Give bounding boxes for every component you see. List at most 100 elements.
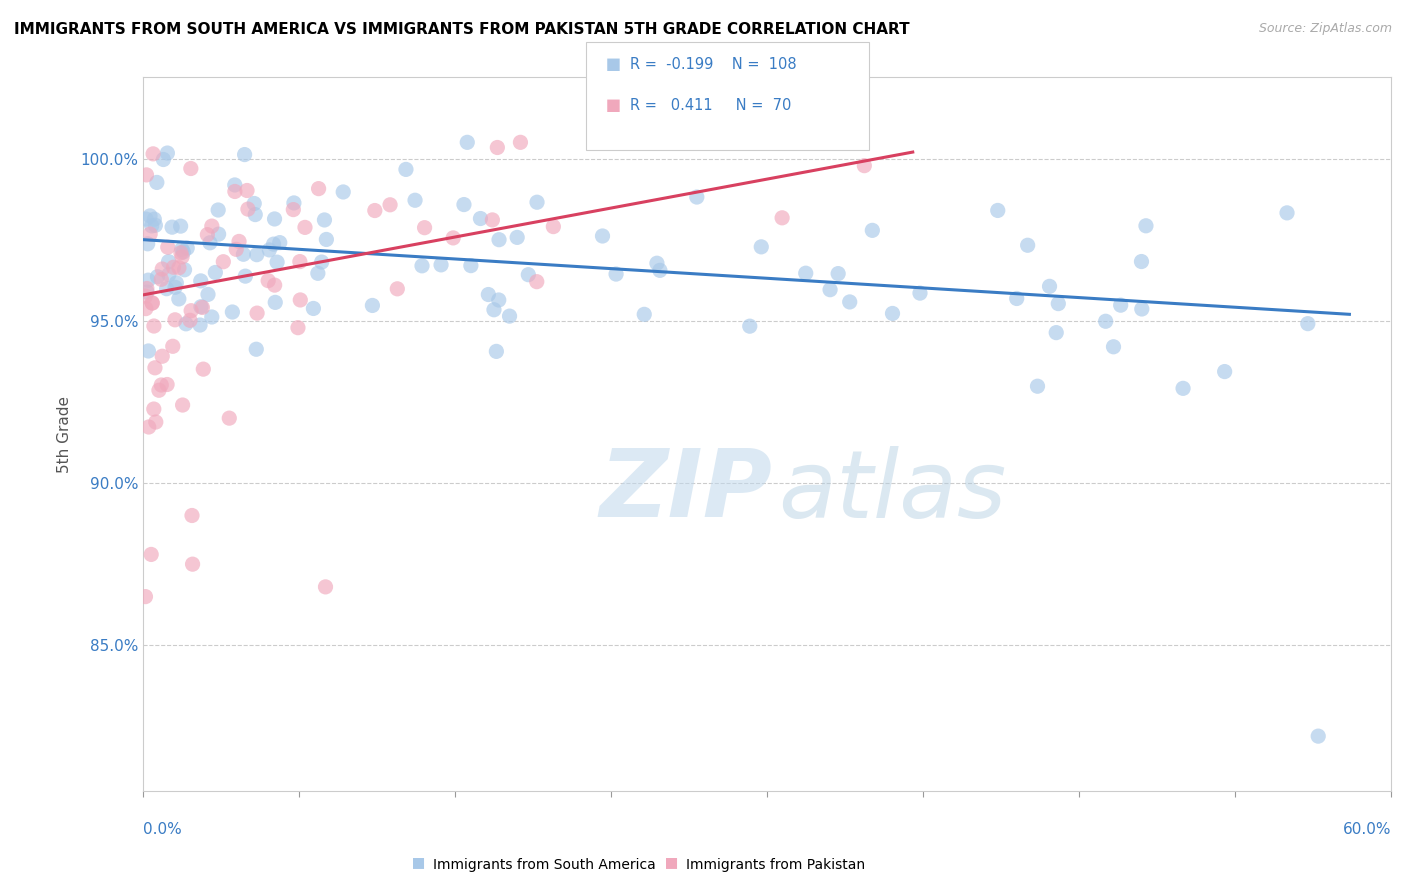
Point	[770, 211, 793, 225]
Point	[364, 203, 387, 218]
Point	[235, 269, 257, 284]
Point	[517, 268, 540, 282]
Point	[314, 213, 336, 227]
Point	[756, 136, 779, 150]
Point	[441, 231, 464, 245]
Point	[488, 293, 510, 307]
Point	[470, 211, 492, 226]
Point	[259, 243, 281, 257]
Point	[633, 307, 655, 321]
Point	[157, 254, 180, 268]
Point	[139, 209, 162, 223]
Point	[315, 580, 337, 594]
Point	[307, 266, 329, 280]
Point	[430, 258, 453, 272]
Point	[302, 301, 325, 316]
Point	[180, 161, 202, 176]
Point	[138, 420, 160, 434]
Point	[1213, 365, 1236, 379]
Point	[1045, 326, 1067, 340]
Point	[987, 203, 1010, 218]
Point	[1102, 340, 1125, 354]
Point	[283, 196, 305, 211]
Point	[1130, 301, 1153, 316]
Point	[838, 294, 860, 309]
Point	[156, 240, 179, 254]
Point	[794, 266, 817, 280]
Point	[155, 282, 177, 296]
Point	[181, 508, 204, 523]
Point	[908, 286, 931, 301]
Point	[246, 248, 269, 262]
Point	[308, 181, 330, 195]
Point	[288, 254, 311, 268]
Point	[181, 557, 204, 571]
Point	[135, 301, 157, 316]
Point	[150, 378, 173, 392]
Point	[134, 590, 156, 604]
Text: atlas: atlas	[778, 446, 1007, 537]
Point	[488, 233, 510, 247]
Point	[453, 197, 475, 211]
Point	[190, 274, 212, 288]
Point	[498, 309, 520, 323]
Point	[526, 275, 548, 289]
Point	[236, 184, 259, 198]
Point	[180, 303, 202, 318]
Point	[188, 318, 211, 332]
Point	[141, 548, 163, 562]
Text: R =   0.411     N =  70: R = 0.411 N = 70	[630, 98, 792, 112]
Text: ZIP: ZIP	[599, 445, 772, 538]
Point	[170, 245, 193, 260]
Point	[264, 295, 287, 310]
Point	[150, 262, 173, 277]
Point	[481, 213, 503, 227]
Point	[179, 313, 201, 327]
Point	[169, 219, 191, 234]
Point	[165, 280, 187, 294]
Point	[232, 247, 254, 261]
Point	[138, 343, 160, 358]
Point	[201, 219, 224, 233]
Text: ▪: ▪	[664, 853, 679, 872]
Point	[827, 267, 849, 281]
Point	[311, 255, 333, 269]
Point	[263, 237, 285, 252]
Point	[605, 267, 627, 281]
Point	[387, 282, 409, 296]
Point	[283, 202, 305, 217]
Point	[145, 219, 167, 233]
Point	[1026, 379, 1049, 393]
Point	[1296, 317, 1319, 331]
Point	[136, 285, 159, 300]
Point	[257, 274, 280, 288]
Text: 0.0%: 0.0%	[143, 822, 183, 837]
Point	[486, 140, 509, 154]
Point	[150, 349, 173, 363]
Point	[141, 296, 163, 310]
Point	[224, 185, 246, 199]
Point	[195, 227, 218, 242]
Point	[218, 411, 240, 425]
Point	[198, 235, 221, 250]
Point	[136, 236, 159, 251]
Point	[162, 260, 184, 275]
Point	[1109, 298, 1132, 312]
Point	[145, 415, 167, 429]
Point	[174, 317, 197, 331]
Point	[411, 259, 433, 273]
Point	[361, 298, 384, 312]
Point	[139, 227, 162, 241]
Point	[263, 278, 285, 293]
Point	[645, 256, 668, 270]
Point	[167, 292, 190, 306]
Point	[509, 136, 531, 150]
Point	[221, 305, 243, 319]
Point	[172, 398, 194, 412]
Point	[395, 162, 418, 177]
Text: IMMIGRANTS FROM SOUTH AMERICA VS IMMIGRANTS FROM PAKISTAN 5TH GRADE CORRELATION : IMMIGRANTS FROM SOUTH AMERICA VS IMMIGRA…	[14, 22, 910, 37]
Text: R =  -0.199    N =  108: R = -0.199 N = 108	[630, 57, 797, 71]
Text: 60.0%: 60.0%	[1343, 822, 1391, 837]
Point	[204, 265, 226, 279]
Point	[245, 208, 267, 222]
